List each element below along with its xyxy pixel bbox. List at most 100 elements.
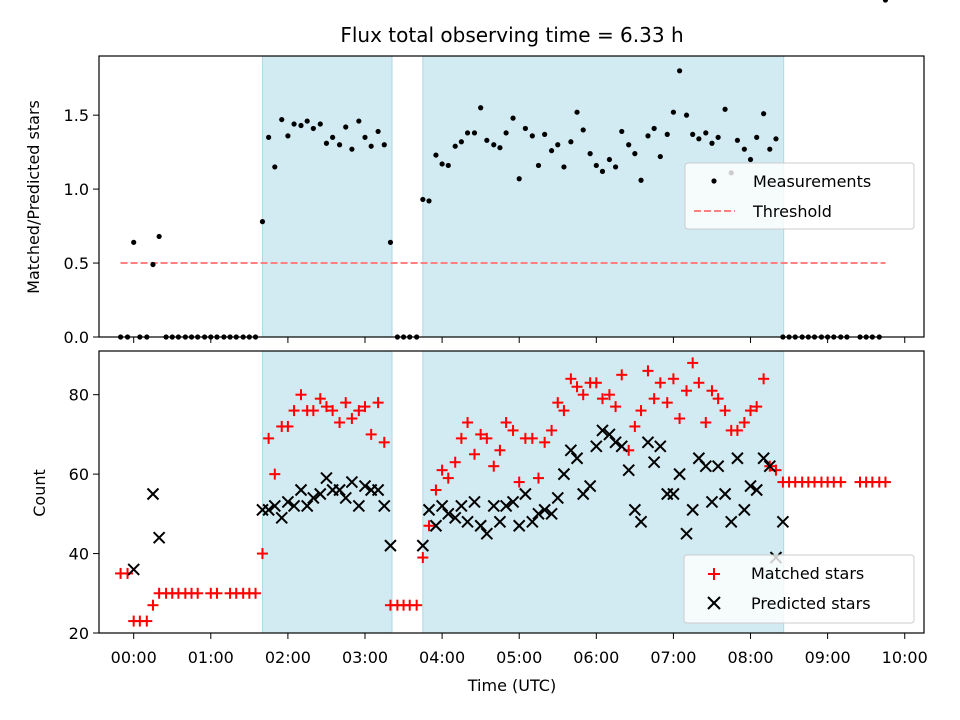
- matched-star-point: [835, 476, 847, 488]
- matched-star-point: [250, 587, 262, 599]
- predicted-star-point: [513, 519, 526, 532]
- predicted-star-point: [776, 515, 790, 528]
- measurement-point: [676, 68, 683, 74]
- predicted-star-point: [725, 515, 738, 528]
- matched-star-point: [436, 464, 448, 476]
- measurement-point: [522, 125, 528, 132]
- predicted-star-point: [705, 495, 719, 509]
- predicted-star-point: [455, 499, 468, 513]
- predicted-star-point: [718, 487, 732, 501]
- predicted-star-point: [307, 491, 320, 505]
- matched-star-point: [122, 567, 134, 579]
- matched-star-point: [706, 385, 718, 397]
- predicted-star-point: [378, 499, 391, 513]
- x-tick-label: 00:00: [111, 648, 157, 667]
- predicted-star-point: [449, 511, 462, 525]
- matched-star-point: [648, 393, 660, 405]
- matched-star-point: [192, 587, 204, 599]
- matched-star-point: [693, 377, 705, 389]
- predicted-star-point: [532, 507, 545, 521]
- measurement-point: [516, 176, 522, 182]
- measurement-point: [587, 151, 593, 157]
- predicted-star-point: [673, 467, 686, 481]
- measurement-point: [420, 196, 426, 203]
- measurement-point: [734, 137, 741, 143]
- measurement-point: [773, 136, 779, 142]
- matched-star-point: [687, 357, 699, 369]
- predicted-star-point: [474, 519, 487, 532]
- matched-star-point: [288, 405, 300, 417]
- top-y-axis: 0.0 0.5 1.0 1.5: [64, 106, 99, 347]
- x-axis-label: Time (UTC): [467, 676, 556, 695]
- measurement-point: [612, 164, 619, 170]
- matched-star-point: [141, 615, 153, 627]
- measurement-point: [156, 233, 162, 240]
- measurement-point: [445, 162, 451, 169]
- matched-star-point: [488, 460, 500, 472]
- measurement-point: [304, 118, 310, 124]
- measurement-point: [285, 133, 291, 139]
- matched-star-point: [590, 377, 602, 389]
- matched-star-point: [334, 416, 346, 428]
- matched-star-point: [526, 432, 538, 444]
- predicted-star-point: [699, 459, 713, 473]
- legend-measurements-label: Measurements: [753, 172, 871, 191]
- predicted-star-point: [628, 503, 642, 517]
- matched-star-point: [314, 393, 326, 405]
- predicted-star-point: [275, 511, 288, 525]
- matched-star-point: [353, 405, 365, 417]
- matched-star-point: [629, 420, 641, 432]
- predicted-star-point: [281, 495, 295, 509]
- predicted-star-point: [680, 527, 693, 540]
- matched-star-point: [500, 416, 512, 428]
- x-tick-label: 09:00: [805, 648, 851, 667]
- predicted-star-point: [345, 475, 359, 489]
- measurement-point: [542, 131, 548, 137]
- predicted-star-point: [731, 452, 744, 465]
- legend-measurements-marker: [711, 178, 717, 184]
- measurement-point: [548, 148, 555, 154]
- predicted-star-point: [429, 519, 443, 532]
- measurement-point: [387, 239, 394, 245]
- matched-star-point: [635, 405, 647, 417]
- x-tick-label: 10:00: [882, 648, 928, 667]
- matched-star-point: [546, 424, 558, 436]
- predicted-star-point: [738, 503, 751, 517]
- predicted-star-point: [499, 499, 513, 513]
- measurement-point: [619, 128, 625, 135]
- measurement-point: [767, 146, 773, 152]
- measurement-point: [599, 168, 606, 174]
- measurement-point: [356, 118, 362, 124]
- predicted-star-point: [538, 503, 551, 517]
- x-tick-label: 02:00: [265, 648, 311, 667]
- matched-star-point: [372, 397, 384, 409]
- x-tick-label: 08:00: [727, 648, 773, 667]
- matched-star-point: [307, 405, 319, 417]
- y-tick-label: 1.5: [64, 106, 89, 125]
- legend-matched-marker: [708, 568, 720, 580]
- matched-star-point: [378, 436, 390, 448]
- predicted-star-point: [519, 487, 532, 501]
- predicted-star-point: [757, 452, 770, 465]
- predicted-star-point: [487, 499, 500, 513]
- matched-star-point: [738, 416, 750, 428]
- matched-star-point: [552, 397, 564, 409]
- predicted-star-point: [416, 539, 430, 552]
- matched-stars-points: [115, 357, 891, 627]
- matched-star-point: [263, 432, 275, 444]
- measurement-point: [761, 111, 767, 117]
- predicted-star-point: [461, 515, 474, 528]
- measurement-point: [568, 139, 574, 145]
- matched-star-point: [596, 393, 608, 405]
- matched-star-point: [879, 476, 891, 488]
- x-tick-label: 01:00: [188, 648, 234, 667]
- top-observing-windows: [261, 55, 785, 338]
- predicted-star-point: [339, 491, 352, 505]
- matched-star-point: [610, 401, 622, 413]
- matched-star-point: [539, 436, 551, 448]
- measurement-point: [259, 219, 266, 225]
- measurement-point: [703, 130, 709, 136]
- measurement-point: [638, 177, 644, 183]
- predicted-star-point: [333, 483, 346, 497]
- predicted-star-point: [570, 452, 584, 465]
